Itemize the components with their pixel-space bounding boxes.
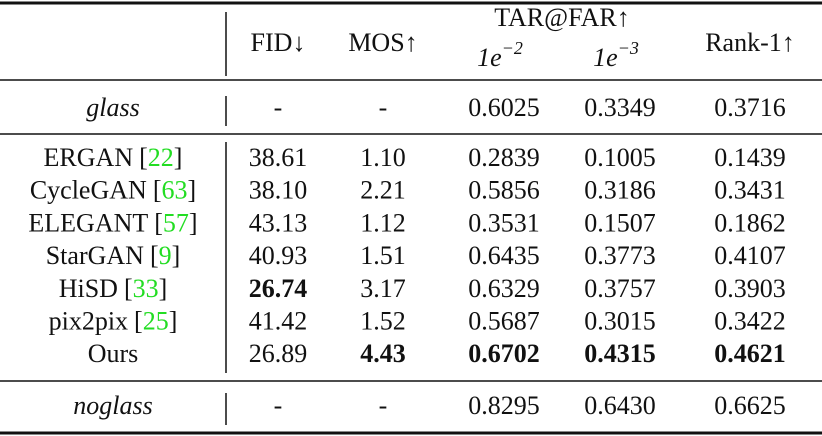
- cell: 26.74: [249, 274, 308, 303]
- cell: 0.4315: [584, 339, 656, 368]
- cell: 0.4107: [714, 241, 786, 270]
- row-label: noglass: [73, 391, 152, 420]
- method: ELEGANT: [28, 208, 148, 237]
- cell: 0.3349: [584, 93, 656, 122]
- cell: 0.6702: [468, 339, 540, 368]
- cell: 2.21: [360, 176, 406, 205]
- cell: 0.1862: [714, 208, 786, 237]
- cell: 0.3903: [714, 274, 786, 303]
- method-name: HiSD [33]: [59, 274, 168, 303]
- cell: 3.17: [360, 274, 406, 303]
- exponent: −3: [618, 38, 639, 58]
- cell: -: [274, 391, 283, 420]
- cell: 0.8295: [468, 391, 540, 420]
- cell: 0.1439: [714, 143, 786, 172]
- citation-ref: 22: [148, 143, 174, 172]
- method: HiSD: [59, 274, 118, 303]
- cell: 0.5856: [468, 176, 540, 205]
- cell: 41.42: [249, 306, 308, 335]
- cell: 0.3757: [584, 274, 656, 303]
- citation-bracket: ]: [189, 208, 198, 237]
- cell: 0.4621: [714, 339, 786, 368]
- cell: -: [274, 93, 283, 122]
- cell: 0.2839: [468, 143, 540, 172]
- cell: 0.6430: [584, 391, 656, 420]
- cell: 0.5687: [468, 306, 540, 335]
- citation-bracket: [: [134, 306, 143, 335]
- citation-bracket: ]: [172, 241, 181, 270]
- exponent-base: 1e: [593, 43, 618, 72]
- citation-bracket: [: [150, 241, 159, 270]
- cell: 1.10: [360, 143, 406, 172]
- cell: 0.6435: [468, 241, 540, 270]
- citation-bracket: ]: [159, 274, 168, 303]
- method-name: pix2pix [25]: [49, 306, 178, 335]
- cell: 0.3186: [584, 176, 656, 205]
- cell: 40.93: [249, 241, 308, 270]
- method: CycleGAN: [30, 176, 147, 205]
- method: StarGAN: [46, 241, 144, 270]
- cell: 0.1507: [584, 208, 656, 237]
- column-header: MOS↑: [348, 28, 417, 57]
- subcolumn-header: 1e−2: [477, 38, 523, 72]
- cell: 38.10: [249, 176, 308, 205]
- citation-bracket: ]: [174, 143, 183, 172]
- cell: 0.6625: [714, 391, 786, 420]
- citation-ref: 33: [133, 274, 159, 303]
- citation-ref: 63: [161, 176, 187, 205]
- cell: 4.43: [360, 339, 406, 368]
- citation-ref: 57: [163, 208, 189, 237]
- citation-ref: 25: [143, 306, 169, 335]
- row-label: glass: [86, 93, 139, 122]
- cell: -: [379, 93, 388, 122]
- citation-bracket: [: [124, 274, 133, 303]
- citation-bracket: ]: [169, 306, 178, 335]
- column-header: Rank-1↑: [705, 28, 795, 57]
- citation-bracket: [: [139, 143, 148, 172]
- cell: 0.6329: [468, 274, 540, 303]
- cell: 0.3531: [468, 208, 540, 237]
- cell: 0.3773: [584, 241, 656, 270]
- method: ERGAN: [44, 143, 134, 172]
- cell: 38.61: [249, 143, 308, 172]
- cell: 0.1005: [584, 143, 656, 172]
- cell: 0.6025: [468, 93, 540, 122]
- method-name: CycleGAN [63]: [30, 176, 196, 205]
- group-header: TAR@FAR↑: [494, 3, 630, 32]
- exponent: −2: [502, 38, 523, 58]
- cell: 0.3431: [714, 176, 786, 205]
- cell: 0.3422: [714, 306, 786, 335]
- citation-bracket: ]: [187, 176, 196, 205]
- method-name: ERGAN [22]: [44, 143, 183, 172]
- cell: 1.52: [360, 306, 406, 335]
- citation-bracket: [: [154, 208, 163, 237]
- exponent-base: 1e: [477, 43, 502, 72]
- column-header: FID↓: [251, 28, 306, 57]
- method: Ours: [88, 339, 139, 368]
- method-name: Ours: [88, 339, 139, 368]
- method-name: StarGAN [9]: [46, 241, 181, 270]
- cell: -: [379, 391, 388, 420]
- cell: 1.12: [360, 208, 406, 237]
- method: pix2pix: [49, 306, 128, 335]
- citation-ref: 9: [159, 241, 172, 270]
- cell: 43.13: [249, 208, 308, 237]
- method-name: ELEGANT [57]: [28, 208, 197, 237]
- citation-bracket: [: [153, 176, 162, 205]
- subcolumn-header: 1e−3: [593, 38, 639, 72]
- cell: 26.89: [249, 339, 308, 368]
- cell: 0.3015: [584, 306, 656, 335]
- cell: 1.51: [360, 241, 406, 270]
- cell: 0.3716: [714, 93, 786, 122]
